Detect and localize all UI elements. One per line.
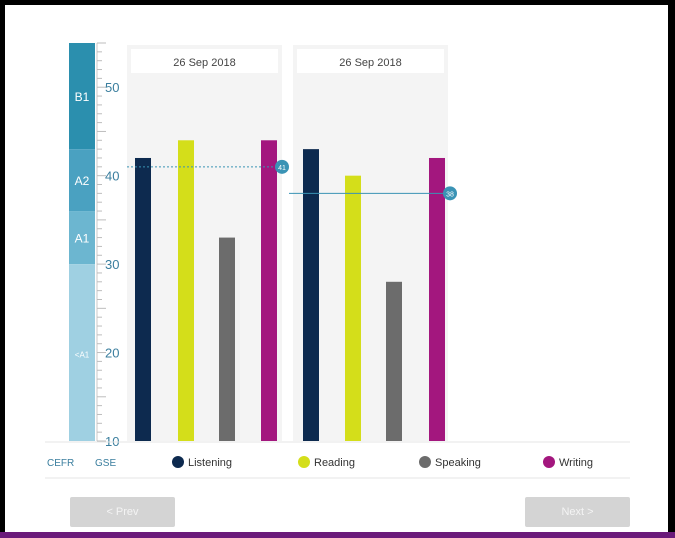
- prev-button[interactable]: < Prev: [70, 497, 175, 527]
- bar-listening: [135, 157, 151, 441]
- date-header: 26 Sep 2018: [339, 57, 401, 69]
- chart-panel: B1 A2 A1 <A1 50 40 30 20 10 26 Sep 2018 26 Sep 201…: [5, 5, 668, 532]
- cefr-label: A1: [75, 232, 90, 246]
- legend-swatch-speaking: [419, 456, 431, 468]
- gse-axis-label: GSE: [95, 458, 116, 469]
- overall-score-label: 41: [278, 165, 286, 172]
- legend-swatch-reading: [298, 456, 310, 468]
- legend-label: Listening: [188, 457, 232, 469]
- cefr-band-3: [69, 264, 95, 441]
- bottom-accent-bar: [0, 532, 675, 538]
- next-button[interactable]: Next >: [525, 497, 630, 527]
- cefr-label: <A1: [75, 351, 90, 360]
- legend-swatch-writing: [543, 456, 555, 468]
- bar-writing: [429, 157, 445, 441]
- cefr-band-1: [69, 149, 95, 212]
- group-background: [127, 45, 282, 441]
- y-tick-label: 40: [105, 169, 119, 184]
- legend-label: Reading: [314, 457, 355, 469]
- bar-speaking: [386, 281, 402, 441]
- bar-reading: [345, 175, 361, 441]
- cefr-axis-label: CEFR: [47, 458, 74, 469]
- y-tick-label: 30: [105, 257, 119, 272]
- date-header: 26 Sep 2018: [173, 57, 235, 69]
- cefr-label: A2: [75, 174, 90, 188]
- overall-score-label: 38: [446, 191, 454, 198]
- y-tick-label: 50: [105, 80, 119, 95]
- legend-swatch-listening: [172, 456, 184, 468]
- date-header-box: [297, 49, 444, 73]
- legend-label: Writing: [559, 457, 593, 469]
- bar-writing: [261, 140, 277, 442]
- overall-score-marker: [443, 186, 457, 201]
- bar-reading: [178, 140, 194, 442]
- cefr-band-0: [69, 43, 95, 150]
- legend-label: Speaking: [435, 457, 481, 469]
- y-tick-label: 20: [105, 346, 119, 361]
- bar-speaking: [219, 237, 235, 441]
- cefr-band-2: [69, 211, 95, 265]
- overall-score-marker: [275, 159, 289, 174]
- bar-listening: [303, 149, 319, 441]
- date-header-box: [131, 49, 278, 73]
- cefr-label: B1: [75, 90, 90, 104]
